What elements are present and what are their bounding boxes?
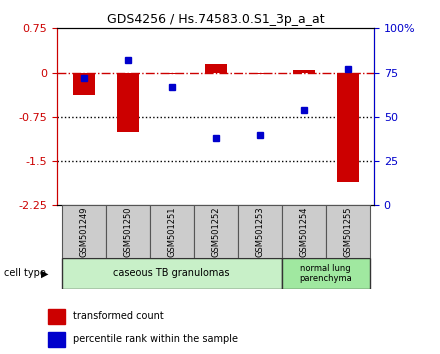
Title: GDS4256 / Hs.74583.0.S1_3p_a_at: GDS4256 / Hs.74583.0.S1_3p_a_at	[107, 13, 324, 26]
Text: GSM501254: GSM501254	[299, 207, 308, 257]
FancyBboxPatch shape	[150, 205, 194, 258]
Bar	[73, 73, 95, 95]
Bar	[205, 64, 227, 73]
Text: transformed count: transformed count	[73, 312, 164, 321]
Text: normal lung
parenchyma: normal lung parenchyma	[299, 264, 352, 283]
Bar	[293, 70, 315, 73]
FancyBboxPatch shape	[326, 205, 370, 258]
FancyBboxPatch shape	[238, 205, 282, 258]
Text: percentile rank within the sample: percentile rank within the sample	[73, 335, 238, 344]
Bar	[117, 73, 139, 132]
FancyBboxPatch shape	[62, 258, 282, 289]
Text: GSM501252: GSM501252	[211, 207, 220, 257]
FancyBboxPatch shape	[194, 205, 238, 258]
Text: cell type: cell type	[4, 268, 46, 278]
Bar	[249, 73, 271, 74]
FancyBboxPatch shape	[282, 258, 370, 289]
Bar	[337, 73, 359, 182]
FancyBboxPatch shape	[62, 205, 106, 258]
Text: GSM501250: GSM501250	[123, 207, 132, 257]
Text: GSM501249: GSM501249	[79, 207, 88, 257]
Text: GSM501255: GSM501255	[343, 207, 352, 257]
Bar	[48, 332, 65, 347]
Bar	[48, 309, 65, 324]
Text: caseous TB granulomas: caseous TB granulomas	[114, 268, 230, 279]
Text: GSM501251: GSM501251	[167, 207, 176, 257]
FancyBboxPatch shape	[282, 205, 326, 258]
Text: ▶: ▶	[41, 268, 48, 278]
Text: GSM501253: GSM501253	[255, 206, 264, 257]
Bar	[161, 73, 183, 74]
FancyBboxPatch shape	[106, 205, 150, 258]
